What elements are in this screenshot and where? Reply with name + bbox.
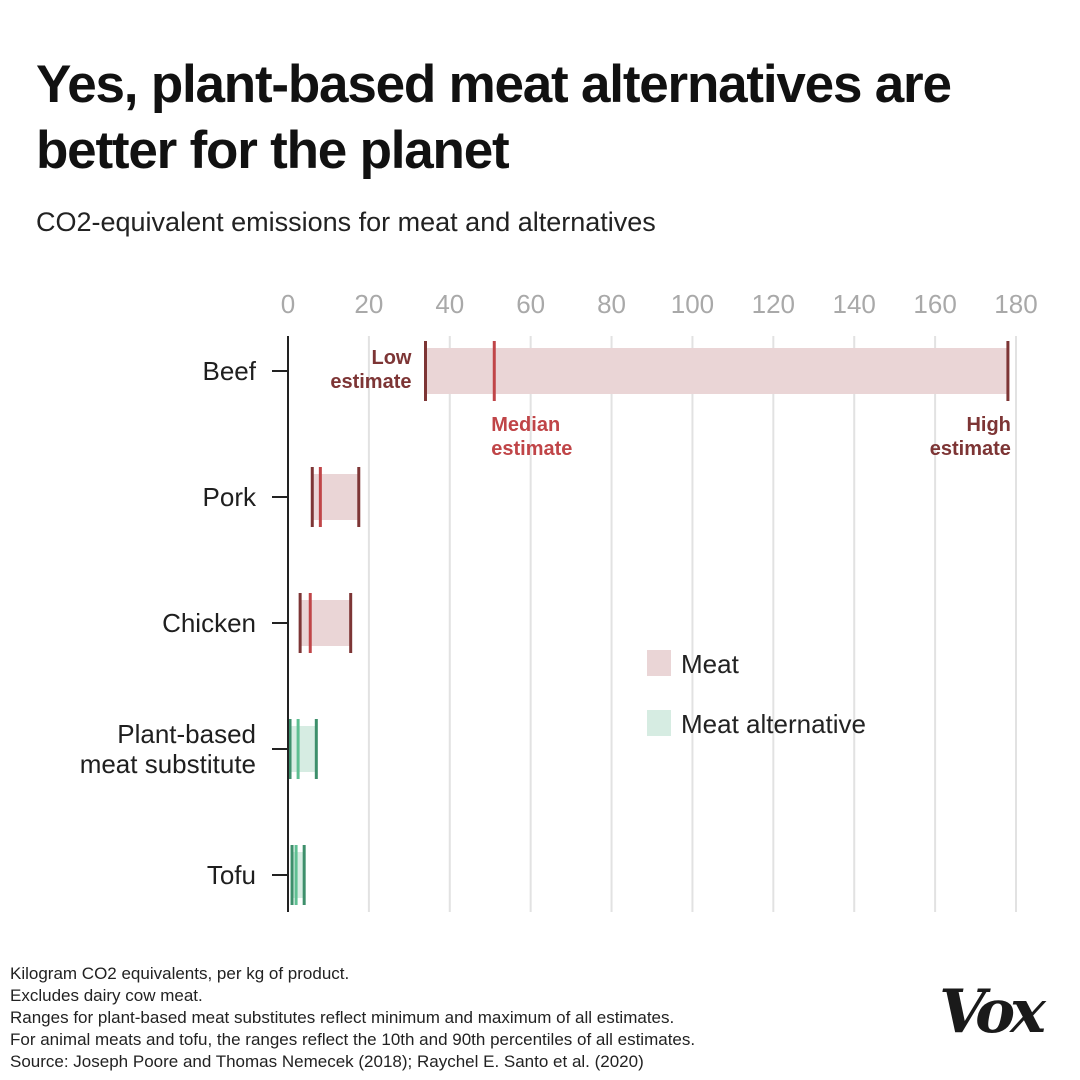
range-bars bbox=[288, 341, 1010, 905]
note-units: Kilogram CO2 equivalents, per kg of prod… bbox=[10, 964, 350, 983]
high-estimate-label: estimate bbox=[930, 438, 1011, 460]
high-estimate-label: High bbox=[966, 414, 1010, 436]
chart-notes: Kilogram CO2 equivalents, per kg of prod… bbox=[10, 963, 910, 1073]
median-estimate-label: Median bbox=[491, 414, 560, 436]
legend-label: Meat alternative bbox=[681, 709, 866, 739]
legend: Meat Meat alternative bbox=[647, 649, 866, 739]
range-bar bbox=[425, 348, 1008, 394]
x-tick-label: 100 bbox=[671, 289, 714, 319]
low-estimate-label: estimate bbox=[330, 371, 411, 393]
x-tick-label: 80 bbox=[597, 289, 626, 319]
chart-title: Yes, plant-based meat alternatives are b… bbox=[36, 55, 952, 180]
range-bar bbox=[300, 600, 351, 646]
note-animal-range: For animal meats and tofu, the ranges re… bbox=[10, 1030, 696, 1049]
category-label: Pork bbox=[203, 482, 257, 512]
category-label: Beef bbox=[203, 356, 257, 386]
legend-label: Meat bbox=[681, 649, 740, 679]
x-tick-label: 140 bbox=[833, 289, 876, 319]
grid-lines bbox=[367, 336, 1017, 912]
x-tick-label: 60 bbox=[516, 289, 545, 319]
x-axis-ticks: 0 20 40 60 80 100 120 140 160 180 bbox=[281, 289, 1038, 319]
range-bar bbox=[292, 852, 305, 898]
chart-subtitle: CO2-equivalent emissions for meat and al… bbox=[36, 207, 656, 237]
y-axis bbox=[272, 336, 289, 912]
legend-swatch bbox=[647, 710, 671, 736]
category-label: Plant-based bbox=[117, 719, 256, 749]
x-tick-label: 180 bbox=[994, 289, 1037, 319]
median-estimate-label: estimate bbox=[491, 438, 572, 460]
x-tick-label: 40 bbox=[435, 289, 464, 319]
note-plant-range: Ranges for plant-based meat substitutes … bbox=[10, 1008, 675, 1027]
note-exclusion: Excludes dairy cow meat. bbox=[10, 986, 203, 1005]
category-label: Chicken bbox=[162, 608, 256, 638]
range-bar bbox=[290, 726, 317, 772]
x-tick-label: 20 bbox=[354, 289, 383, 319]
vox-logo: Vox bbox=[939, 977, 1046, 1047]
x-tick-label: 0 bbox=[281, 289, 295, 319]
legend-swatch bbox=[647, 650, 671, 676]
category-label: Tofu bbox=[207, 860, 256, 890]
range-chart: 0 20 40 60 80 100 120 140 160 180 Beef Pork Chicken… bbox=[80, 289, 1038, 912]
x-tick-label: 160 bbox=[913, 289, 956, 319]
note-source: Source: Joseph Poore and Thomas Nemecek … bbox=[10, 1052, 644, 1071]
x-tick-label: 120 bbox=[752, 289, 795, 319]
category-label: meat substitute bbox=[80, 749, 256, 779]
low-estimate-label: Low bbox=[372, 347, 412, 369]
